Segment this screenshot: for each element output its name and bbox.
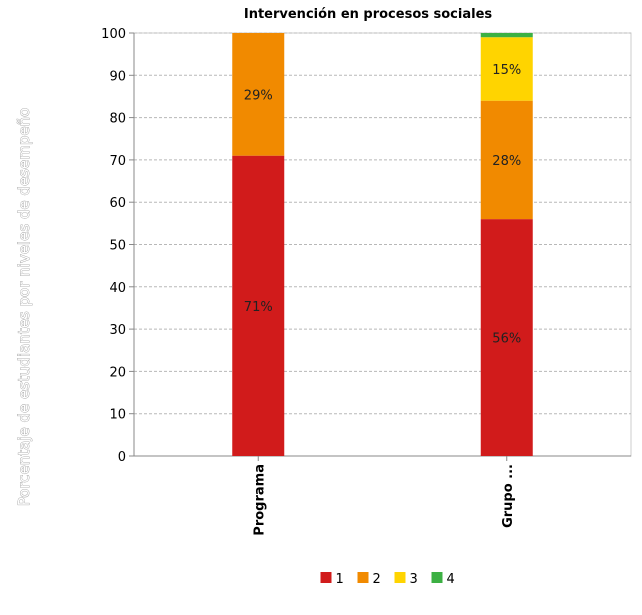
legend-swatch-1	[320, 572, 332, 583]
y-tick-label: 50	[109, 239, 126, 254]
legend-label: 1	[336, 572, 344, 587]
y-tick-label: 0	[118, 450, 126, 465]
data-label: 56%	[492, 332, 521, 347]
bar-segment-1-1	[480, 219, 533, 456]
legend-swatch-4	[431, 572, 443, 583]
x-tick-label: Programa	[252, 464, 267, 536]
data-label: 15%	[492, 63, 521, 78]
legend-label: 3	[410, 572, 418, 587]
data-label: 28%	[492, 154, 521, 169]
x-tick-label: Grupo ...	[501, 464, 516, 528]
y-tick-label: 100	[101, 27, 126, 42]
data-label: 29%	[244, 88, 273, 103]
bar-segment-1-0	[232, 155, 285, 457]
y-tick-label: 40	[109, 281, 126, 296]
bar-segment-2-1	[480, 100, 533, 220]
bar-segment-3-1	[480, 37, 533, 101]
y-tick-label: 10	[109, 408, 126, 423]
chart-title: Intervención en procesos sociales	[244, 7, 493, 22]
y-tick-label: 80	[109, 112, 126, 127]
y-tick-label: 70	[109, 154, 126, 169]
y-tick-label: 30	[109, 323, 126, 338]
bar-segment-4-1	[480, 33, 533, 38]
plot-area: 0 10 20 30 40 50 60 70 80 90 100 71% 29% Programa 56% 2…	[101, 27, 632, 536]
legend-label: 4	[447, 572, 455, 587]
y-tick-label: 90	[109, 69, 126, 84]
y-tick-label: 20	[109, 365, 126, 380]
bar-segment-2-0	[232, 33, 285, 156]
legend: 1 2 3 4	[320, 572, 455, 587]
legend-swatch-3	[394, 572, 406, 583]
legend-label: 2	[373, 572, 381, 587]
y-tick-label: 60	[109, 196, 126, 211]
data-label: 71%	[244, 300, 273, 315]
legend-swatch-2	[357, 572, 369, 583]
y-axis-label: Porcentaje de estudiantes por niveles de…	[15, 108, 33, 507]
